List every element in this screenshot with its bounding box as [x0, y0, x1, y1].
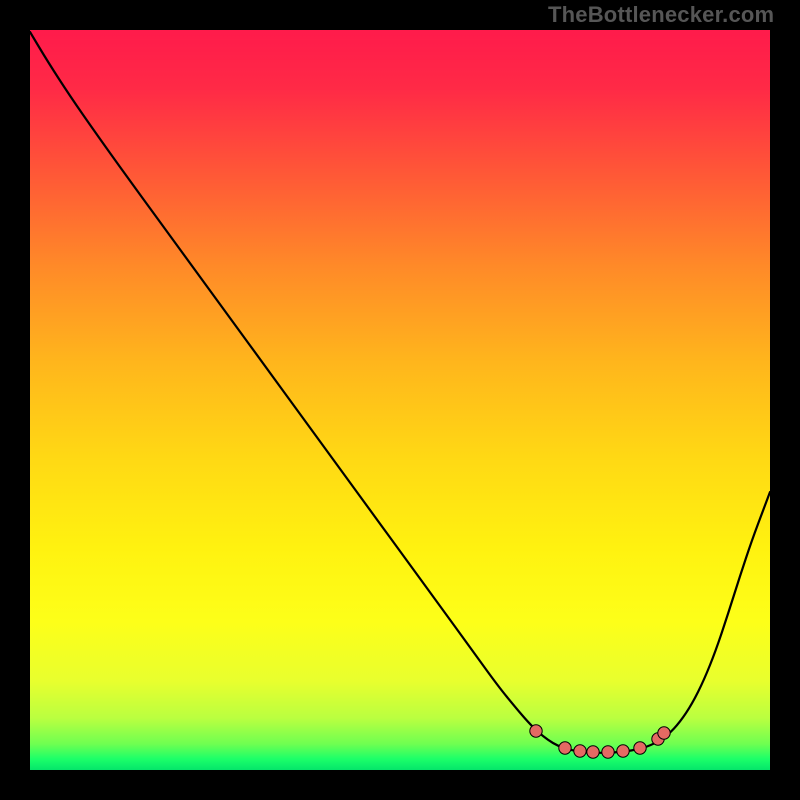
- gradient-background: [30, 30, 770, 770]
- watermark-text: TheBottlenecker.com: [548, 2, 774, 28]
- curve-marker: [530, 725, 542, 737]
- frame-left: [0, 0, 30, 800]
- curve-marker: [587, 746, 599, 758]
- curve-marker: [634, 742, 646, 754]
- frame-bottom: [0, 770, 800, 800]
- frame-right: [770, 0, 800, 800]
- curve-marker: [602, 746, 614, 758]
- curve-marker: [658, 727, 670, 739]
- curve-marker: [559, 742, 571, 754]
- curve-marker: [617, 745, 629, 757]
- plot-area: [30, 30, 770, 770]
- curve-marker: [574, 745, 586, 757]
